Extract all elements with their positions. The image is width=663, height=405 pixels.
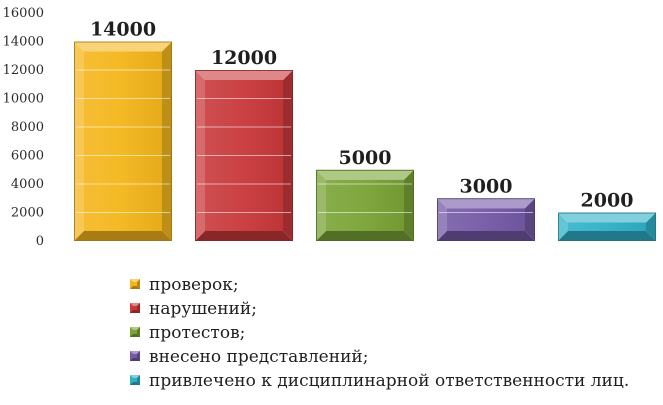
y-tick-label: 4000 xyxy=(11,177,44,192)
bar-1 xyxy=(74,41,172,241)
legend-marker xyxy=(130,375,140,385)
data-labels-group: 14000 12000 5000 3000 2000 xyxy=(90,19,634,212)
bar-3 xyxy=(316,169,414,241)
data-label: 2000 xyxy=(581,190,634,212)
legend-label: протестов; xyxy=(149,323,245,343)
y-tick-label: 6000 xyxy=(11,149,44,164)
legend: проверок; нарушений; протестов; внесено пре… xyxy=(130,275,629,391)
legend-item: проверок; xyxy=(130,275,239,295)
legend-label: нарушений; xyxy=(149,299,257,319)
data-label: 5000 xyxy=(339,147,392,169)
legend-label: внесено представлений; xyxy=(149,347,368,367)
legend-label: проверок; xyxy=(149,275,239,295)
bar-4 xyxy=(437,198,535,241)
legend-label: привлечено к дисциплинарной ответственно… xyxy=(149,371,629,391)
legend-item: нарушений; xyxy=(130,299,257,319)
legend-marker xyxy=(130,351,140,361)
bars-group xyxy=(74,41,656,241)
legend-item: внесено представлений; xyxy=(130,347,368,367)
y-tick-label: 8000 xyxy=(11,120,44,135)
data-label: 12000 xyxy=(211,47,277,69)
y-tick-label: 16000 xyxy=(3,6,44,21)
y-tick-label: 12000 xyxy=(3,63,44,78)
legend-item: привлечено к дисциплинарной ответственно… xyxy=(130,371,629,391)
y-tick-label: 10000 xyxy=(3,92,44,107)
y-tick-label: 2000 xyxy=(11,206,44,221)
y-tick-label: 14000 xyxy=(3,35,44,50)
legend-marker xyxy=(130,279,140,289)
legend-marker xyxy=(130,303,140,313)
data-label: 3000 xyxy=(460,175,513,197)
bar-5 xyxy=(558,212,656,241)
legend-marker xyxy=(130,327,140,337)
y-axis: 0 2000 4000 6000 8000 10000 12000 14000 16000 xyxy=(3,6,44,249)
data-label: 14000 xyxy=(90,19,156,41)
legend-item: протестов; xyxy=(130,323,245,343)
y-tick-label: 0 xyxy=(36,234,44,249)
